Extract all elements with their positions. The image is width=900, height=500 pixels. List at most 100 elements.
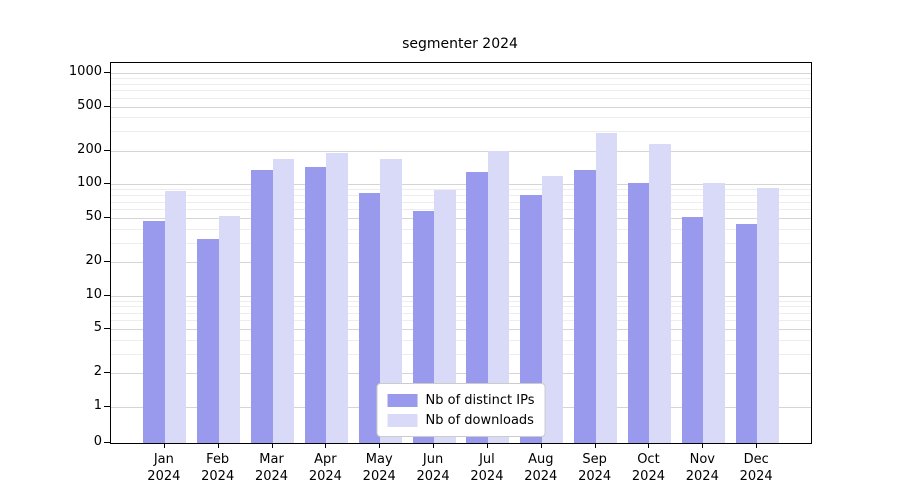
y-tick-mark xyxy=(104,294,110,296)
bar-downloads-jun xyxy=(434,189,456,443)
bars-layer xyxy=(111,63,811,443)
bar-downloads-apr xyxy=(326,153,348,443)
gridline-major xyxy=(111,150,811,152)
gridline-minor xyxy=(111,201,811,203)
x-tick-mark xyxy=(702,443,704,448)
bar-distinct-ips-jan xyxy=(143,220,165,443)
gridline-minor xyxy=(111,306,811,308)
gridline-major xyxy=(111,262,811,264)
y-tick-mark xyxy=(104,149,110,151)
y-tick-label: 2 xyxy=(93,364,102,380)
x-tick-mark xyxy=(756,443,758,448)
gridline-minor xyxy=(111,339,811,341)
bar-distinct-ips-jul xyxy=(466,171,488,443)
bar-distinct-ips-dec xyxy=(735,224,758,443)
x-tick-mark xyxy=(433,443,435,448)
bar-distinct-ips-feb xyxy=(197,239,219,443)
x-tick-mark xyxy=(217,443,219,448)
legend: Nb of distinct IPs Nb of downloads xyxy=(376,383,546,437)
legend-label: Nb of distinct IPs xyxy=(425,392,535,408)
x-tick-label: Dec 2024 xyxy=(739,452,773,484)
bar-downloads-aug xyxy=(541,175,564,443)
y-tick-mark xyxy=(104,72,110,73)
gridline-minor xyxy=(111,131,811,133)
gridline-major xyxy=(111,217,811,219)
legend-item: Nb of downloads xyxy=(387,410,535,430)
bar-downloads-dec xyxy=(757,188,779,443)
x-tick-label: May 2024 xyxy=(362,452,396,484)
x-tick-mark xyxy=(379,443,381,448)
legend-swatch xyxy=(387,393,418,407)
bar-downloads-jul xyxy=(487,151,510,443)
gridline-major xyxy=(111,184,811,186)
x-tick-label: Feb 2024 xyxy=(201,452,235,484)
y-tick-mark xyxy=(104,406,110,407)
gridline-minor xyxy=(111,189,811,191)
x-tick-label: Jul 2024 xyxy=(470,452,504,484)
x-tick-label: Nov 2024 xyxy=(685,452,719,484)
y-tick-label: 5 xyxy=(93,320,102,336)
bar-distinct-ips-sep xyxy=(574,169,596,443)
gridline-minor xyxy=(111,312,811,314)
bar-distinct-ips-nov xyxy=(681,216,704,443)
x-tick-label: Apr 2024 xyxy=(308,452,342,484)
y-tick-label: 200 xyxy=(77,141,102,157)
x-tick-mark xyxy=(325,443,327,448)
bar-distinct-ips-oct xyxy=(627,182,650,443)
bar-downloads-may xyxy=(380,159,402,443)
gridline-minor xyxy=(111,242,811,244)
y-tick-label: 1000 xyxy=(68,64,102,79)
bar-downloads-sep xyxy=(595,132,618,443)
bar-downloads-nov xyxy=(703,183,725,443)
y-tick-label: 50 xyxy=(85,208,102,224)
y-tick-label: 1 xyxy=(93,398,102,413)
bar-distinct-ips-apr xyxy=(304,167,327,443)
chart-title: segmenter 2024 xyxy=(402,36,518,52)
legend-label: Nb of downloads xyxy=(425,412,534,428)
x-tick-mark xyxy=(486,443,488,448)
y-tick-mark xyxy=(104,372,110,374)
bar-downloads-oct xyxy=(649,143,671,443)
gridline-major xyxy=(111,106,811,108)
legend-swatch xyxy=(387,413,418,427)
x-tick-label: Oct 2024 xyxy=(631,452,665,484)
x-tick-mark xyxy=(271,443,273,448)
x-tick-label: Jan 2024 xyxy=(147,452,181,484)
x-tick-mark xyxy=(594,443,596,448)
x-tick-mark xyxy=(163,443,165,448)
y-tick-label: 500 xyxy=(77,97,102,113)
gridline-major xyxy=(111,295,811,297)
gridline-major xyxy=(111,73,811,74)
gridline-minor xyxy=(111,97,811,99)
x-tick-label: Mar 2024 xyxy=(254,452,289,484)
gridline-minor xyxy=(111,228,811,230)
y-tick-mark xyxy=(104,183,110,185)
gridline-major xyxy=(111,373,811,375)
gridline-major xyxy=(111,329,811,331)
y-tick-mark xyxy=(104,216,110,218)
bar-downloads-jan xyxy=(164,190,187,443)
x-tick-mark xyxy=(540,443,542,448)
y-tick-label: 10 xyxy=(85,286,102,302)
y-tick-label: 100 xyxy=(77,175,102,191)
gridline-minor xyxy=(111,83,811,85)
x-tick-label: Jun 2024 xyxy=(416,452,450,484)
x-tick-label: Aug 2024 xyxy=(524,452,558,484)
y-tick-mark xyxy=(104,442,110,443)
y-tick-mark xyxy=(104,328,110,330)
y-tick-mark xyxy=(104,261,110,263)
bar-distinct-ips-may xyxy=(358,193,381,443)
y-tick-label: 0 xyxy=(93,434,102,449)
x-tick-label: Sep 2024 xyxy=(578,452,612,484)
bar-downloads-mar xyxy=(272,158,295,443)
y-tick-label: 20 xyxy=(85,253,102,269)
y-tick-mark xyxy=(104,105,110,107)
gridline-minor xyxy=(111,78,811,80)
gridline-minor xyxy=(111,300,811,302)
bar-downloads-feb xyxy=(218,215,241,443)
gridline-minor xyxy=(111,90,811,92)
bar-distinct-ips-mar xyxy=(251,169,273,443)
gridline-minor xyxy=(111,320,811,322)
gridline-minor xyxy=(111,353,811,355)
